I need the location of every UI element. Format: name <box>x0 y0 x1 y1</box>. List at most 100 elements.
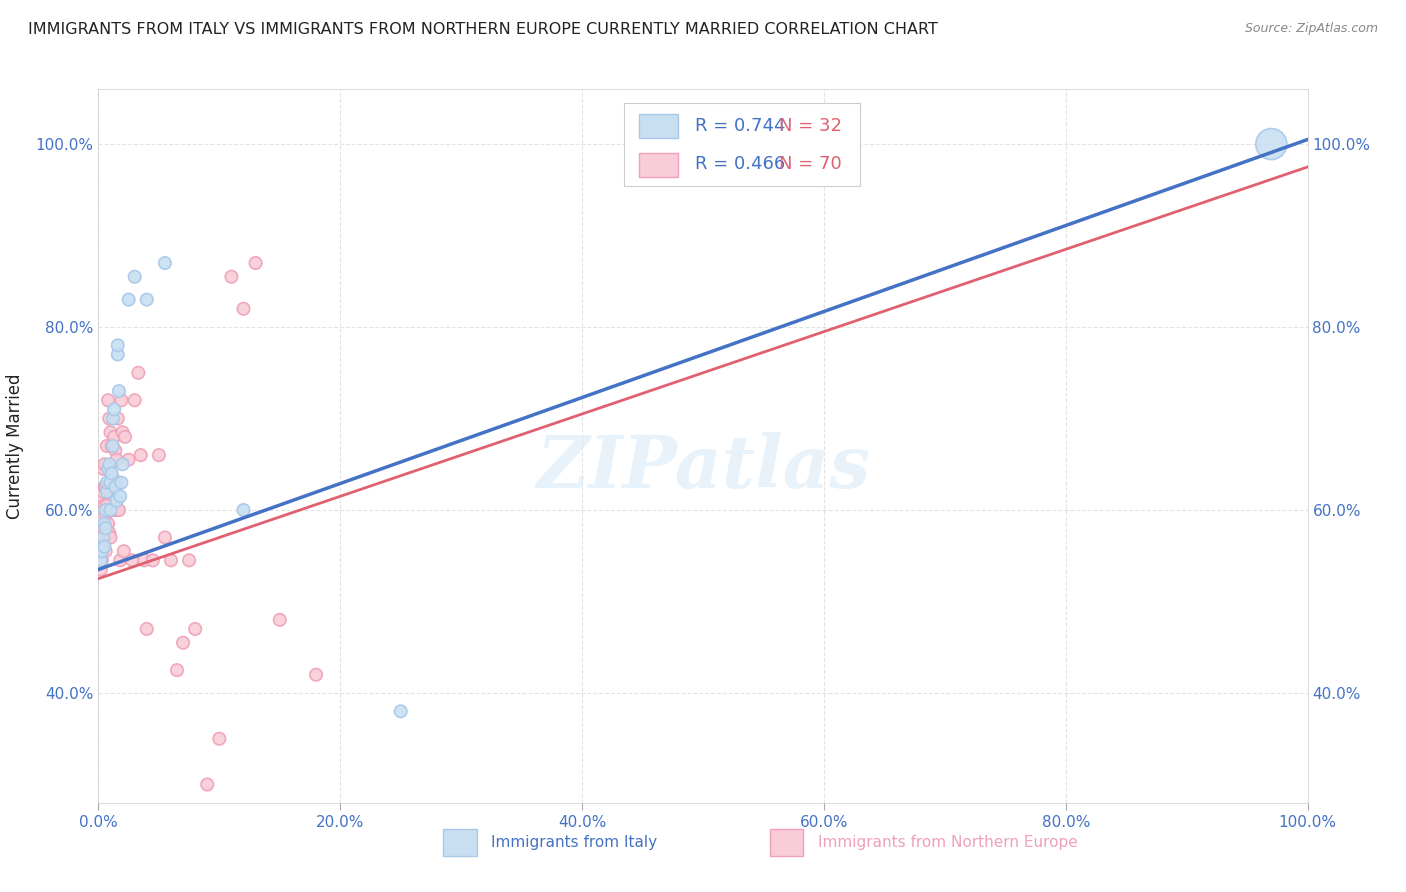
Point <box>1260 137 1282 152</box>
Point <box>148 448 170 462</box>
Text: Immigrants from Northern Europe: Immigrants from Northern Europe <box>818 835 1077 850</box>
Point <box>100 484 122 499</box>
Point <box>96 439 118 453</box>
Point <box>97 480 120 494</box>
Point <box>245 256 267 270</box>
Point <box>389 704 412 718</box>
Point <box>97 516 120 531</box>
Point <box>110 475 132 490</box>
Point <box>97 393 120 408</box>
Point <box>107 411 129 425</box>
Point <box>121 553 143 567</box>
Point <box>98 411 121 425</box>
Bar <box>638 114 678 137</box>
Bar <box>624 103 860 186</box>
Point <box>166 663 188 677</box>
Point <box>101 439 124 453</box>
Point <box>94 508 117 522</box>
Point <box>96 475 118 490</box>
Point <box>135 622 157 636</box>
Point <box>108 553 131 567</box>
Point <box>91 525 114 540</box>
Point <box>111 425 134 440</box>
Point <box>91 544 114 558</box>
Point <box>93 516 115 531</box>
Point <box>96 499 118 513</box>
Point <box>90 553 112 567</box>
Point <box>93 480 115 494</box>
Point <box>221 269 243 284</box>
Point <box>91 540 114 554</box>
Point <box>98 462 121 476</box>
Point <box>91 544 114 558</box>
Point <box>118 452 141 467</box>
Point <box>93 499 115 513</box>
Point <box>127 366 149 380</box>
Point <box>103 503 125 517</box>
Point <box>107 347 129 361</box>
Point <box>93 458 115 472</box>
Point <box>232 301 254 316</box>
Point <box>91 484 114 499</box>
Bar <box>443 830 477 856</box>
Point <box>100 503 122 517</box>
Point <box>153 256 176 270</box>
Point <box>98 458 121 472</box>
Text: R = 0.744: R = 0.744 <box>695 117 785 135</box>
Point <box>142 553 165 567</box>
Point <box>100 425 122 440</box>
Point <box>160 553 183 567</box>
Point <box>100 503 122 517</box>
Point <box>269 613 291 627</box>
Point <box>96 521 118 535</box>
Point <box>108 489 131 503</box>
Point <box>108 384 131 398</box>
Point <box>103 430 125 444</box>
Point <box>114 430 136 444</box>
Point <box>108 503 131 517</box>
Point <box>100 475 122 490</box>
Point <box>184 622 207 636</box>
Point <box>195 777 218 791</box>
Point <box>100 439 122 453</box>
Point <box>94 480 117 494</box>
Text: N = 32: N = 32 <box>779 117 842 135</box>
Point <box>97 462 120 476</box>
Point <box>94 544 117 558</box>
Point <box>89 544 111 558</box>
Point <box>101 471 124 485</box>
Point <box>104 443 127 458</box>
Point <box>93 535 115 549</box>
Point <box>91 553 114 567</box>
Y-axis label: Currently Married: Currently Married <box>7 373 24 519</box>
Point <box>118 293 141 307</box>
Point <box>124 269 146 284</box>
Point <box>98 525 121 540</box>
Bar <box>638 153 678 177</box>
Point <box>124 393 146 408</box>
Point <box>107 338 129 352</box>
Point <box>135 293 157 307</box>
Point <box>305 667 328 681</box>
Point <box>90 544 112 558</box>
Point <box>112 544 135 558</box>
Bar <box>769 830 803 856</box>
Point <box>91 462 114 476</box>
Point <box>100 467 122 481</box>
Point <box>94 503 117 517</box>
Text: IMMIGRANTS FROM ITALY VS IMMIGRANTS FROM NORTHERN EUROPE CURRENTLY MARRIED CORRE: IMMIGRANTS FROM ITALY VS IMMIGRANTS FROM… <box>28 22 938 37</box>
Point <box>179 553 201 567</box>
Point <box>208 731 231 746</box>
Text: Immigrants from Italy: Immigrants from Italy <box>492 835 658 850</box>
Point <box>129 448 152 462</box>
Text: ZIPatlas: ZIPatlas <box>536 432 870 503</box>
Point <box>94 521 117 535</box>
Point <box>96 484 118 499</box>
Point <box>91 521 114 535</box>
Point <box>105 452 128 467</box>
Text: Source: ZipAtlas.com: Source: ZipAtlas.com <box>1244 22 1378 36</box>
Text: R = 0.466: R = 0.466 <box>695 155 785 173</box>
Point <box>91 531 114 545</box>
Point <box>232 503 254 517</box>
Point <box>172 636 194 650</box>
